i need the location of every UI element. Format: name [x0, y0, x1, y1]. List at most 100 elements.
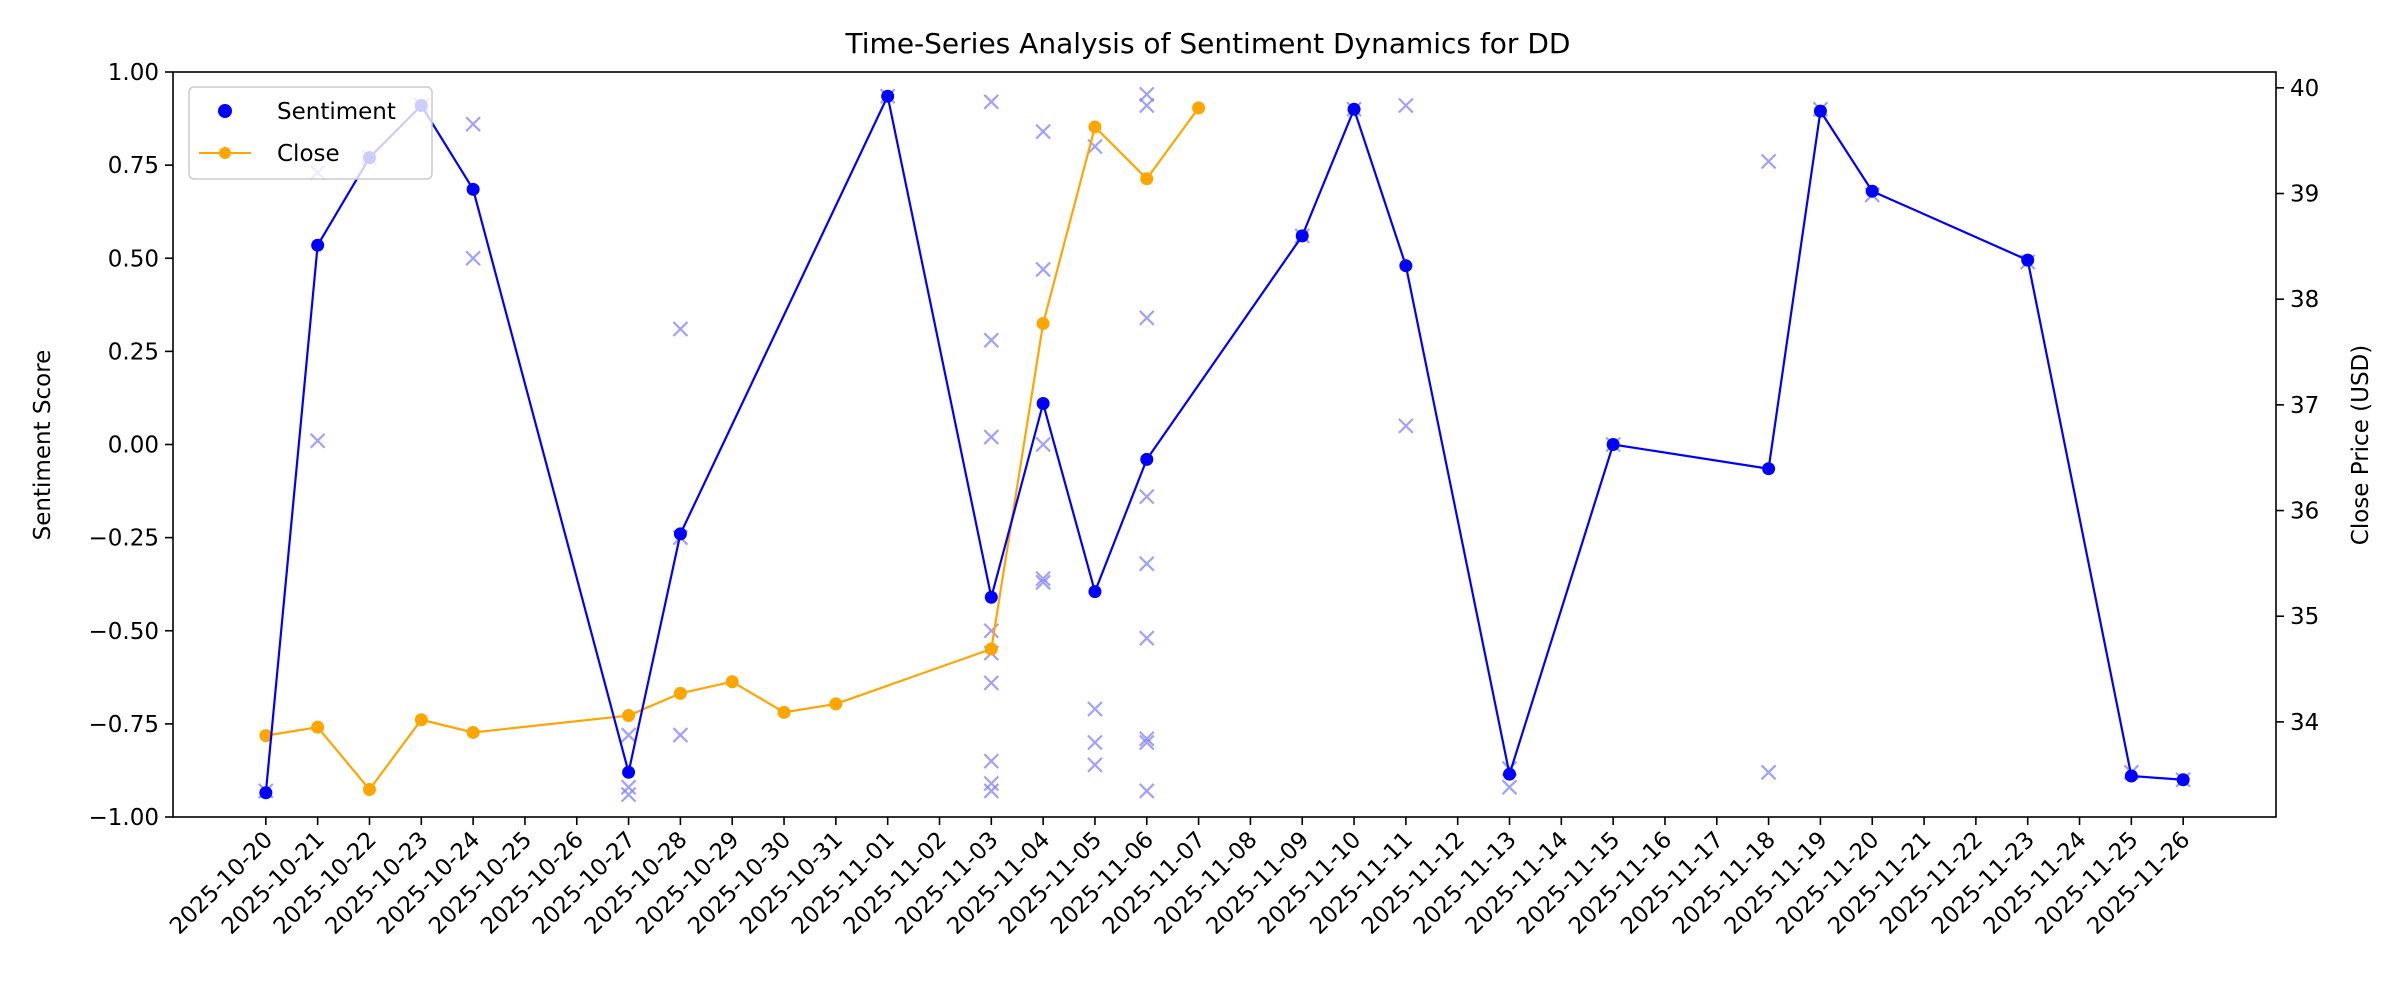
- y-tick-label-left: −0.25: [89, 526, 159, 552]
- sentiment-point: [1503, 767, 1517, 781]
- raw-sentiment-x-marker: [620, 786, 637, 803]
- sentiment-point: [1347, 102, 1361, 116]
- raw-sentiment-x-marker: [1138, 310, 1155, 326]
- close-point: [1140, 172, 1154, 186]
- y-tick-label-right: 37: [2290, 393, 2319, 419]
- y-axis-label-right: Close Price (USD): [2348, 345, 2374, 545]
- close-point: [984, 642, 998, 656]
- raw-sentiment-x-marker: [1035, 574, 1051, 591]
- raw-sentiment-x-marker: [672, 727, 689, 743]
- raw-sentiment-x-marker: [1138, 630, 1155, 646]
- sentiment-point: [259, 786, 273, 800]
- close-point: [829, 697, 843, 711]
- raw-sentiment-x-marker: [1138, 730, 1155, 747]
- raw-sentiment-x-marker: [672, 321, 689, 337]
- raw-sentiment-x-marker: [1138, 86, 1155, 103]
- raw-sentiment-x-marker: [465, 116, 481, 132]
- raw-sentiment-x-marker: [620, 727, 637, 743]
- y-tick-label-left: −1.00: [89, 805, 159, 831]
- sentiment-point: [1295, 229, 1309, 243]
- raw-sentiment-x-marker: [1035, 123, 1051, 140]
- y-axis-label-left: Sentiment Score: [30, 350, 56, 541]
- sentiment-point: [881, 89, 895, 103]
- raw-sentiment-x-marker: [1035, 436, 1051, 453]
- legend-frame: [188, 86, 433, 180]
- sentiment-point: [622, 765, 636, 779]
- sentiment-point: [2124, 769, 2138, 783]
- y-tick-label-right: 34: [2290, 710, 2319, 736]
- raw-sentiment-x-marker: [983, 775, 1000, 792]
- y-tick-label-right: 39: [2290, 182, 2319, 208]
- y-tick-label-left: −0.75: [89, 712, 159, 738]
- sentiment-point: [1813, 104, 1827, 118]
- raw-sentiment-x-marker: [1138, 555, 1155, 572]
- raw-sentiment-x-marker: [983, 332, 1000, 348]
- sentiment-point: [1865, 184, 1879, 198]
- legend-sentiment-label: Sentiment: [277, 99, 396, 125]
- raw-sentiment-x-marker: [983, 783, 1000, 799]
- sentiment-point: [1399, 259, 1413, 273]
- close-point: [466, 725, 480, 739]
- raw-sentiment-x-marker: [1138, 97, 1155, 114]
- raw-sentiment-x-marker: [1035, 261, 1051, 278]
- raw-sentiment-x-marker: [1138, 488, 1155, 505]
- close-point: [362, 783, 376, 797]
- close-point: [259, 729, 273, 743]
- raw-sentiment-x-marker: [1398, 97, 1414, 114]
- close-point: [725, 675, 739, 689]
- raw-sentiment-x-marker: [620, 779, 637, 795]
- sentiment-point: [466, 182, 480, 196]
- raw-sentiment-x-marker: [1087, 734, 1103, 751]
- close-point: [311, 720, 325, 734]
- legend-close-marker: [219, 147, 231, 159]
- y-tick-label-right: 38: [2290, 287, 2319, 313]
- sentiment-point: [1088, 585, 1102, 599]
- raw-sentiment-x-marker: [1501, 779, 1518, 795]
- raw-sentiment-x-marker: [1138, 783, 1155, 799]
- sentiment-point: [1762, 462, 1776, 476]
- sentiment-point: [2021, 253, 2035, 267]
- sentiment-point: [984, 590, 998, 604]
- raw-sentiment-x-marker: [1087, 701, 1103, 717]
- sentiment-point: [2176, 773, 2190, 787]
- sentiment-point: [1606, 438, 1620, 451]
- y-tick-label-right: 35: [2290, 604, 2319, 630]
- close-point: [1192, 101, 1206, 115]
- raw-sentiment-x-marker: [983, 94, 1000, 110]
- close-point: [1036, 317, 1050, 331]
- y-tick-label-right: 36: [2290, 499, 2319, 525]
- close-series: [259, 101, 1206, 797]
- raw-sentiment-x-marker: [1398, 418, 1414, 434]
- sentiment-point: [311, 238, 325, 252]
- y-tick-label-left: −0.50: [89, 619, 159, 645]
- close-point: [414, 713, 428, 727]
- legend: Sentiment Close: [188, 86, 433, 180]
- y-tick-label-left: 0.25: [108, 339, 159, 365]
- raw-sentiment-x-marker: [465, 250, 481, 267]
- raw-sentiment-x-marker: [1087, 757, 1103, 773]
- y-tick-label-left: 1.00: [108, 60, 159, 86]
- y-tick-label-left: 0.00: [108, 433, 159, 459]
- raw-sentiment-x-marker: [1760, 153, 1777, 170]
- sentiment-point: [1140, 452, 1154, 466]
- y-tick-label-left: 0.50: [108, 246, 159, 272]
- sentiment-point: [1036, 397, 1050, 411]
- legend-close-label: Close: [277, 141, 340, 167]
- raw-sentiment-x-marker: [1138, 734, 1155, 751]
- close-point: [622, 709, 636, 723]
- sentiment-point: [673, 527, 687, 541]
- y-tick-label-right: 40: [2290, 76, 2319, 102]
- close-point: [777, 705, 791, 719]
- raw-sentiment-x-marker: [1760, 764, 1777, 781]
- raw-sentiment-x-marker: [983, 753, 1000, 769]
- y-tick-label-left: 0.75: [108, 153, 159, 179]
- close-point: [673, 686, 687, 700]
- chart-title: Time-Series Analysis of Sentiment Dynami…: [845, 27, 1571, 60]
- legend-sentiment-marker: [218, 104, 232, 118]
- raw-sentiment-x-marker: [309, 432, 326, 449]
- raw-sentiment-x-marker: [983, 429, 1000, 445]
- raw-sentiment-x-marker: [983, 675, 1000, 691]
- raw-sentiment-x-marker: [1035, 570, 1051, 587]
- close-point: [1088, 120, 1102, 134]
